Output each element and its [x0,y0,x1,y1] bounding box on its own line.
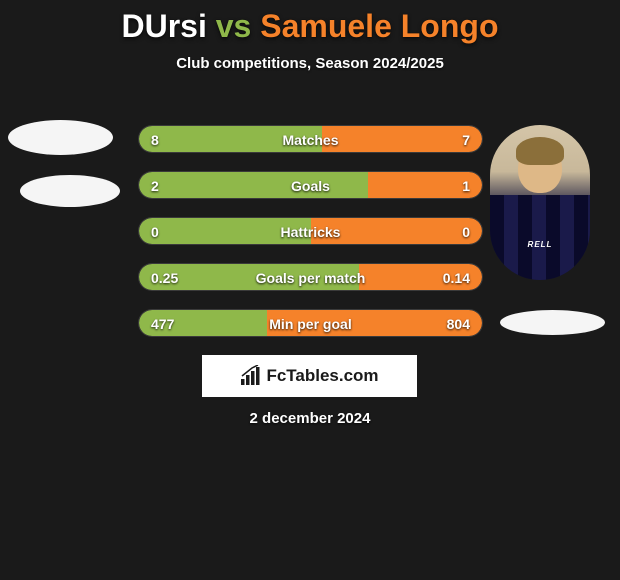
player2-photo: RELL [490,125,590,280]
stats-comparison: 87Matches 21Goals 00Hattricks 0.250.14Goals… [138,125,483,355]
stat-label: Min per goal [139,310,482,337]
player1-club-placeholder [20,175,120,207]
player2-sponsor: RELL [510,240,570,255]
comparison-date: 2 december 2024 [0,410,620,427]
player2-club-placeholder [500,310,605,335]
player2-jersey [490,195,590,280]
stat-row: 477804Min per goal [138,309,483,337]
chart-icon [240,365,262,387]
stat-label: Goals [139,172,482,199]
site-logo: FcTables.com [202,355,417,397]
stat-label: Goals per match [139,264,482,291]
subtitle: Club competitions, Season 2024/2025 [0,55,620,72]
player1-name: DUrsi [122,8,207,44]
player2-name: Samuele Longo [260,8,498,44]
stat-label: Matches [139,126,482,153]
vs-separator: vs [216,8,252,44]
stat-label: Hattricks [139,218,482,245]
stat-row: 87Matches [138,125,483,153]
stat-row: 0.250.14Goals per match [138,263,483,291]
stat-row: 00Hattricks [138,217,483,245]
player1-photo-placeholder [8,120,113,155]
logo-text: FcTables.com [266,366,378,386]
stat-row: 21Goals [138,171,483,199]
comparison-title: DUrsi vs Samuele Longo [0,0,620,45]
